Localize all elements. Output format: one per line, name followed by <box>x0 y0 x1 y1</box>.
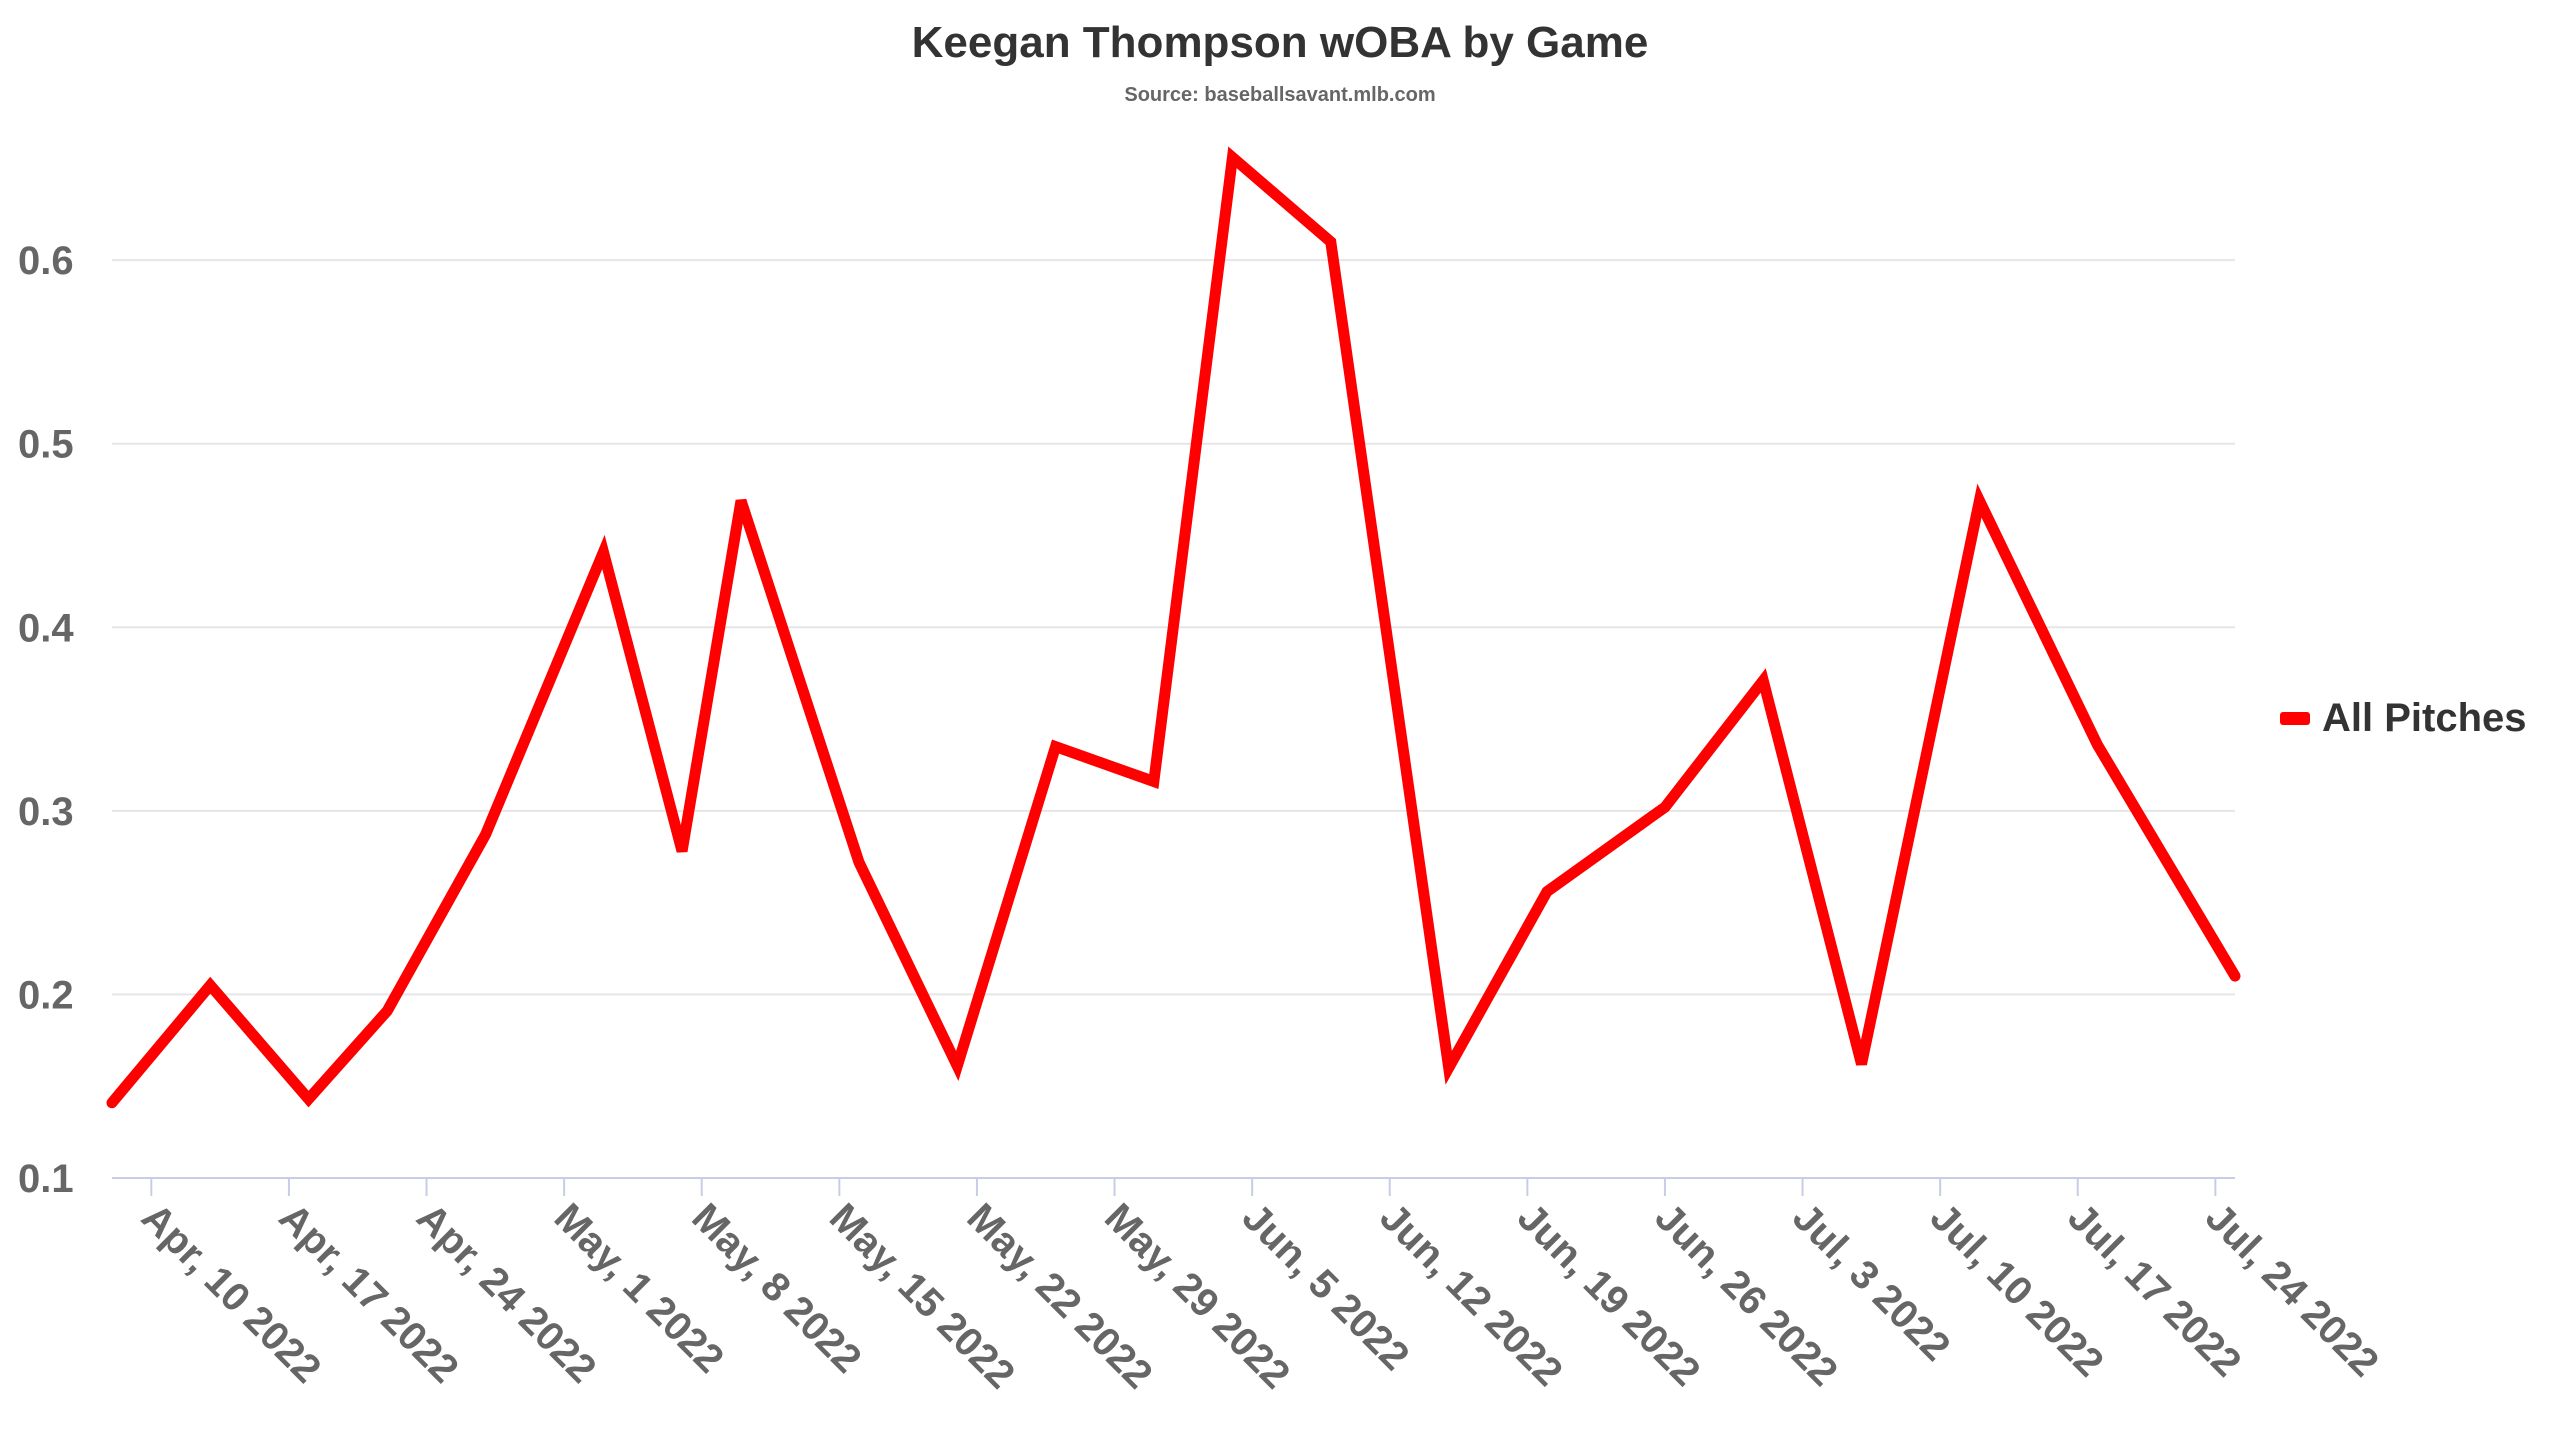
data-point <box>386 1010 388 1012</box>
legend-swatch <box>2280 712 2310 725</box>
data-point <box>2234 975 2236 977</box>
data-point <box>1153 780 1155 782</box>
data-point <box>956 1065 958 1067</box>
data-point <box>209 984 211 986</box>
y-tick-label: 0.6 <box>18 239 74 283</box>
data-point <box>111 1102 113 1104</box>
legend[interactable]: All Pitches <box>2280 696 2527 741</box>
data-point <box>681 850 683 852</box>
y-tick-label: 0.2 <box>18 973 74 1017</box>
data-point <box>1448 1067 1450 1069</box>
data-point <box>1546 891 1548 893</box>
y-tick-label: 0.3 <box>18 790 74 834</box>
data-point <box>602 551 604 553</box>
data-point <box>1330 241 1332 243</box>
chart-subtitle: Source: baseballsavant.mlb.com <box>1124 84 1436 106</box>
data-point <box>740 500 742 502</box>
data-point <box>1762 680 1764 682</box>
legend-label: All Pitches <box>2322 696 2527 740</box>
y-tick-label: 0.5 <box>18 423 74 467</box>
data-point <box>1861 1063 1863 1065</box>
data-point <box>1231 156 1233 158</box>
data-point <box>1664 806 1666 808</box>
data-point <box>1978 500 1980 502</box>
data-point <box>484 834 486 836</box>
chart-title: Keegan Thompson wOBA by Game <box>911 18 1649 67</box>
data-point <box>1055 746 1057 748</box>
data-point <box>308 1098 310 1100</box>
y-tick-label: 0.1 <box>18 1157 74 1201</box>
y-tick-label: 0.4 <box>18 606 74 650</box>
data-point <box>2096 744 2098 746</box>
series-line <box>106 146 2241 1109</box>
data-point <box>858 861 860 863</box>
